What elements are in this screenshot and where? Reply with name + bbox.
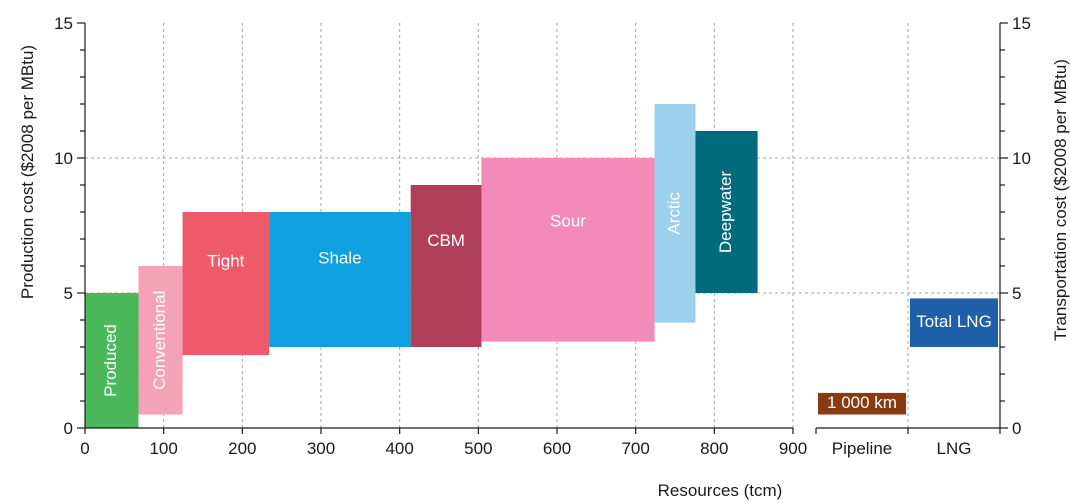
axes (77, 22, 1008, 434)
bar-label-sour: Sour (550, 212, 586, 231)
bar-arctic (654, 104, 696, 323)
x-tick-label-900: 900 (779, 439, 807, 458)
bar-produced (85, 293, 139, 428)
transport-bar-1-000-km (818, 392, 906, 415)
grid-lines (85, 23, 1000, 428)
bar-label-cbm: CBM (427, 231, 465, 250)
y-tick-label-10: 10 (54, 149, 73, 168)
bar-cbm (410, 185, 482, 347)
y2-tick-label-5: 5 (1012, 284, 1021, 303)
transport-bars: 1 000 km Total LNG (818, 298, 998, 415)
x-tick-label-200: 200 (228, 439, 256, 458)
y-tick-label-5: 5 (64, 284, 73, 303)
y-tick-label-15: 15 (54, 14, 73, 33)
y2-tick-label-15: 15 (1012, 14, 1031, 33)
y2-axis-title: Transportation cost ($2008 per MBtu) (1051, 59, 1070, 341)
x-tick-label-400: 400 (385, 439, 413, 458)
transport-label-total-lng: Total LNG (916, 312, 992, 331)
bar-label-conventional: Conventional (150, 291, 169, 390)
bar-label-produced: Produced (101, 324, 120, 397)
bar-tight (182, 212, 270, 356)
x-tick-label-800: 800 (700, 439, 728, 458)
bar-deepwater (695, 131, 758, 293)
x-tick-label-100: 100 (149, 439, 177, 458)
transport-label-1-000-km: 1 000 km (827, 393, 897, 412)
x-tick-label-300: 300 (307, 439, 335, 458)
transport-category-pipeline: Pipeline (832, 439, 893, 458)
y2-tick-label-0: 0 (1012, 419, 1021, 438)
transport-category-lng: LNG (937, 439, 972, 458)
bar-sour (481, 158, 655, 342)
bar-label-shale: Shale (318, 249, 361, 268)
resource-bars: Produced Conventional Tight Shale CBM Sour Arc… (85, 104, 758, 428)
x-tick-label-500: 500 (464, 439, 492, 458)
bar-conventional (138, 266, 183, 415)
bar-label-tight: Tight (207, 252, 244, 271)
bar-shale (269, 212, 411, 347)
transport-bar-total-lng (910, 298, 998, 347)
x-tick-label-700: 700 (621, 439, 649, 458)
bar-label-deepwater: Deepwater (716, 171, 735, 254)
bar-label-arctic: Arctic (664, 192, 683, 235)
y-axis-title: Production cost ($2008 per MBtu) (18, 45, 37, 299)
y-tick-label-0: 0 (64, 419, 73, 438)
x-tick-label-600: 600 (543, 439, 571, 458)
y2-tick-label-10: 10 (1012, 149, 1031, 168)
x-tick-label-0: 0 (80, 439, 89, 458)
x-axis-title: Resources (tcm) (658, 481, 783, 500)
